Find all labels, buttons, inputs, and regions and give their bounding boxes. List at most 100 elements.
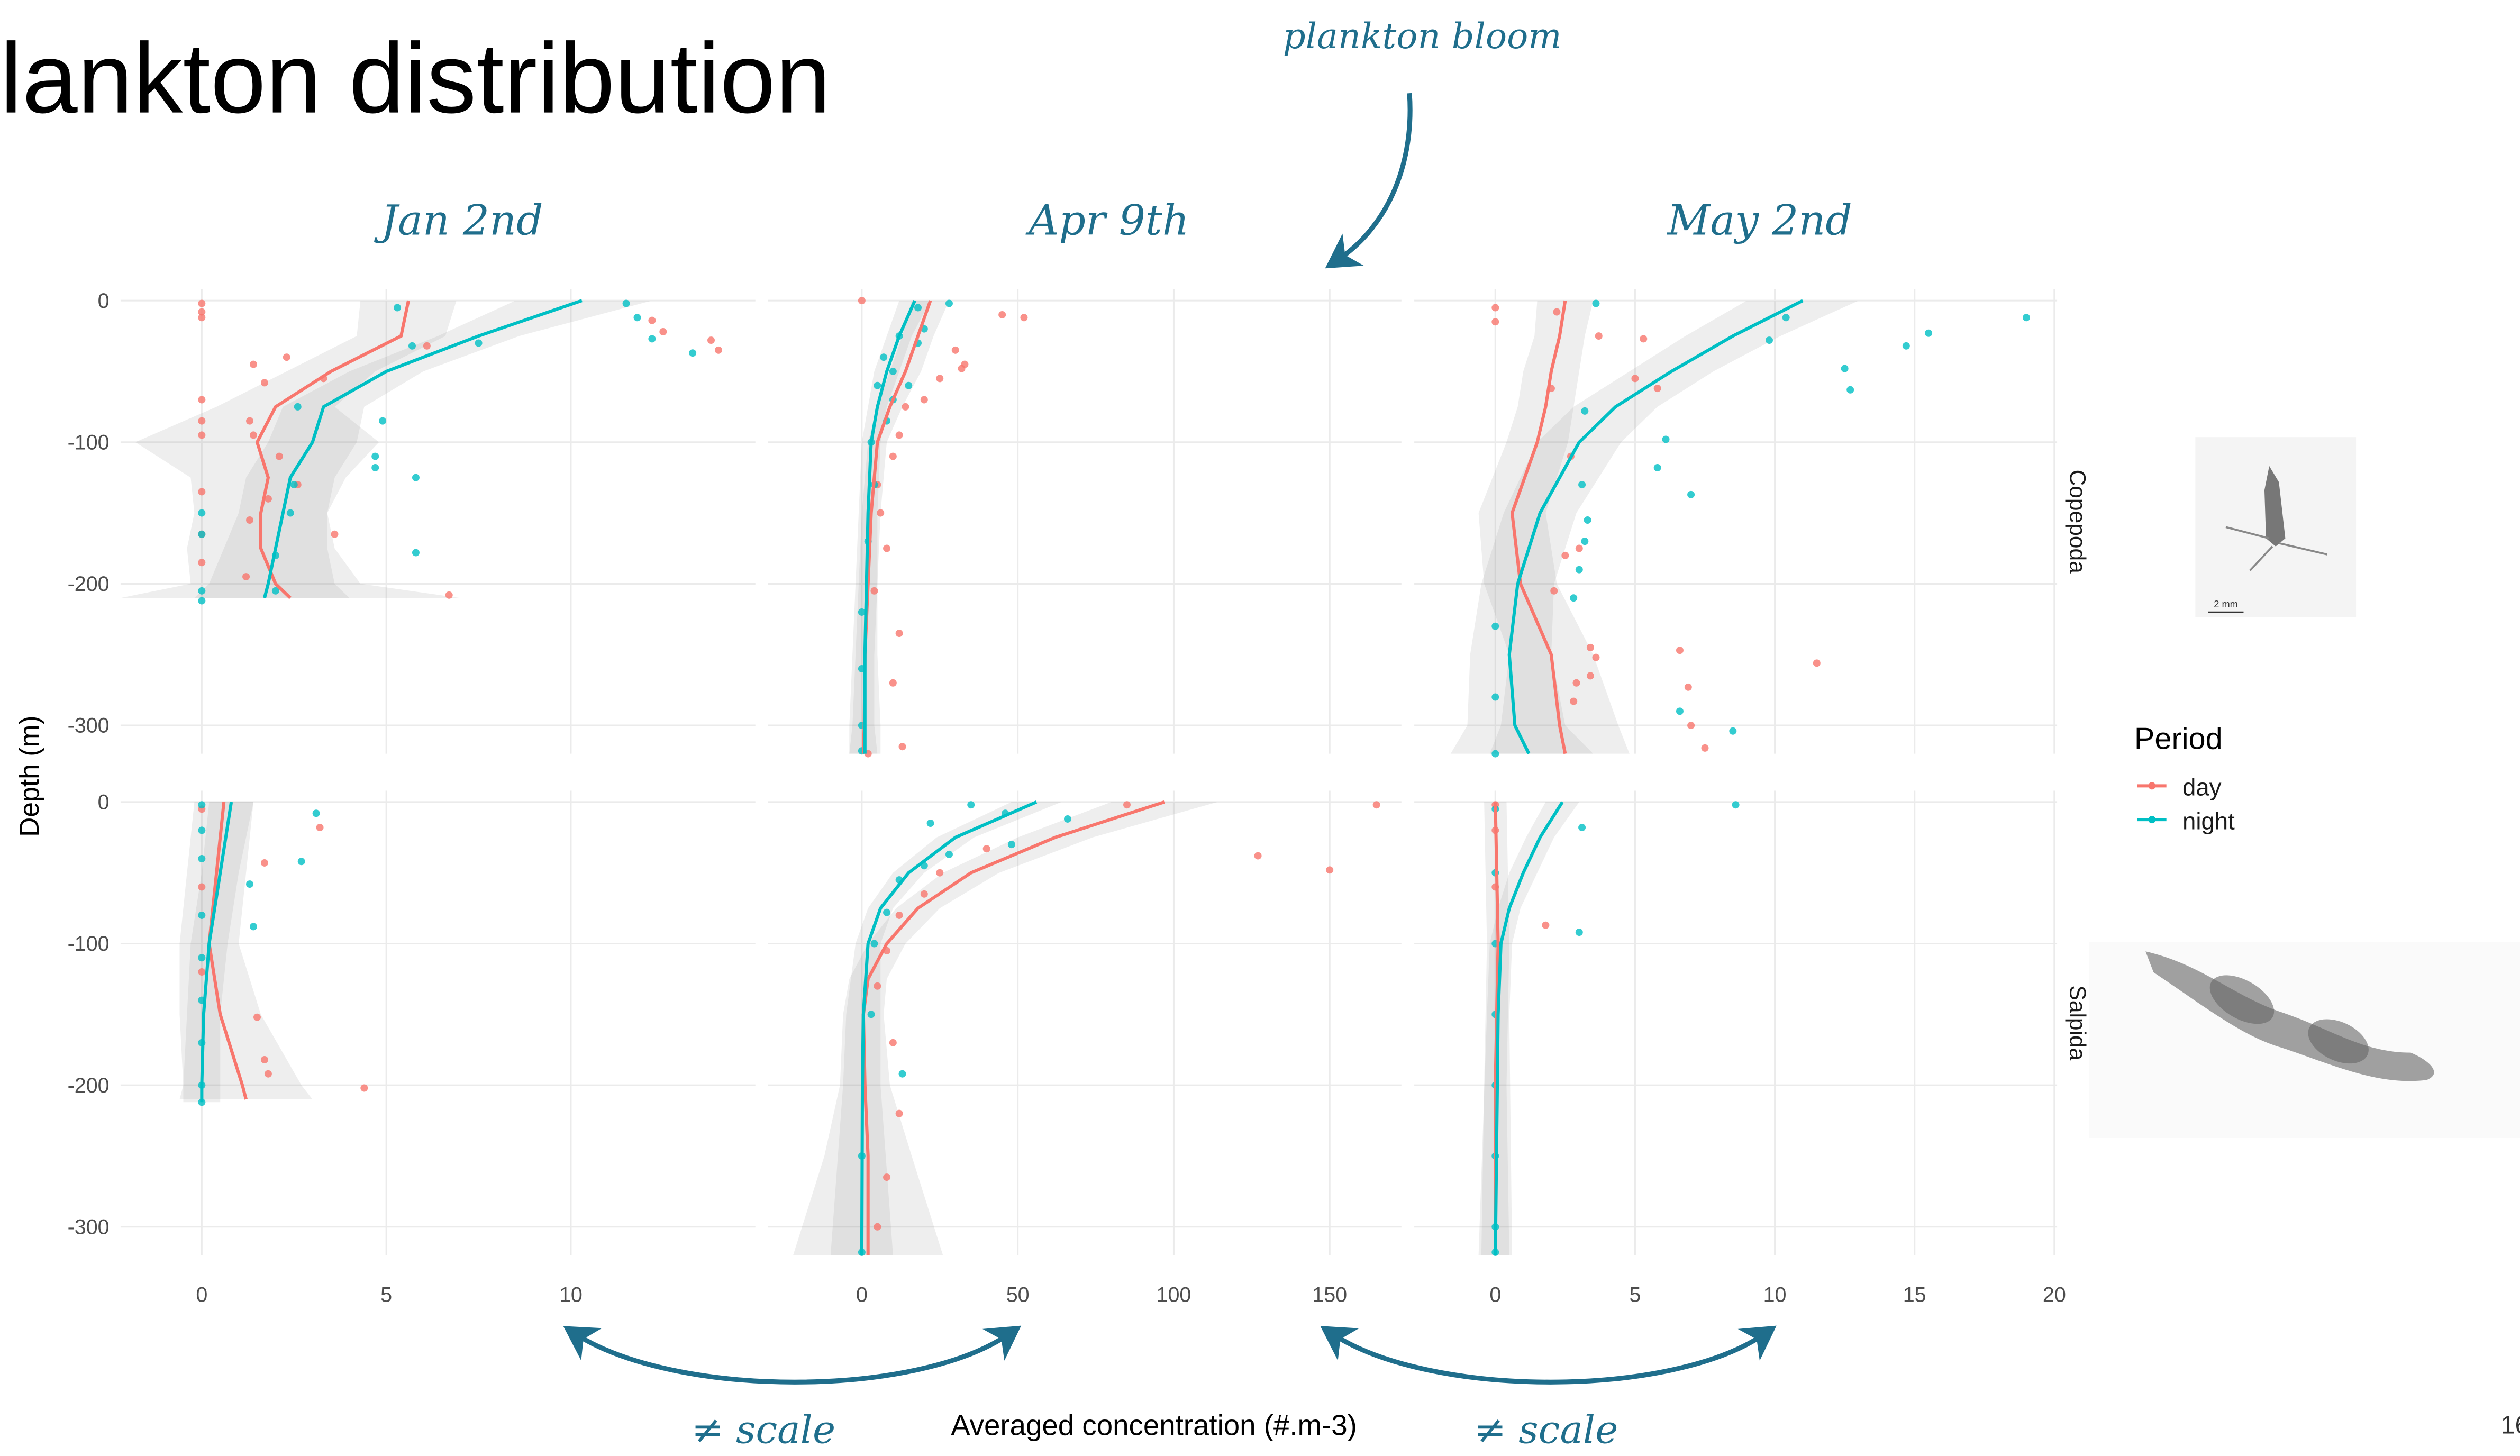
data-point	[898, 1070, 906, 1078]
data-point	[1491, 304, 1499, 312]
y-tick-label: -100	[68, 431, 110, 454]
data-point	[423, 342, 431, 350]
data-point	[920, 396, 928, 404]
data-point	[648, 335, 656, 343]
slide-title: lankton distribution	[0, 23, 831, 134]
confidence-band	[194, 301, 652, 598]
data-point	[198, 587, 206, 595]
x-tick-label: 5	[1629, 1283, 1641, 1306]
data-point	[926, 820, 934, 827]
data-point	[250, 923, 258, 931]
data-point	[895, 911, 903, 919]
data-point	[1662, 435, 1670, 443]
data-point	[1372, 801, 1380, 809]
data-point	[945, 850, 953, 858]
x-tick-label: 50	[1006, 1283, 1030, 1306]
data-point	[1595, 332, 1603, 340]
data-point	[1586, 643, 1594, 651]
data-point	[895, 630, 903, 638]
data-point	[870, 587, 878, 595]
data-point	[198, 559, 206, 567]
data-point	[283, 353, 290, 361]
confidence-band	[179, 802, 313, 1099]
data-point	[1542, 921, 1550, 929]
x-tick-label: 0	[1489, 1283, 1501, 1306]
data-point	[1553, 308, 1561, 316]
data-point	[1550, 587, 1558, 595]
data-point	[1640, 335, 1648, 343]
data-point	[198, 488, 206, 496]
arrow	[1320, 1325, 1777, 1385]
confidence-band	[849, 301, 949, 754]
data-point	[1586, 672, 1594, 680]
data-point	[714, 346, 722, 354]
trend-line	[263, 299, 583, 598]
confidence-band	[183, 802, 254, 1103]
data-point	[1732, 801, 1740, 809]
data-point	[622, 299, 630, 307]
data-point	[1701, 744, 1709, 752]
data-point	[895, 1109, 903, 1117]
data-point	[905, 381, 913, 389]
arrow	[1325, 93, 1413, 269]
facet-label: Apr 9th	[1025, 196, 1189, 244]
data-point	[1684, 683, 1692, 691]
data-point	[1687, 490, 1695, 498]
arrow	[563, 1325, 1022, 1385]
data-point	[889, 367, 897, 375]
data-point	[958, 365, 966, 372]
data-point	[198, 308, 206, 316]
x-tick-label: 10	[559, 1283, 583, 1306]
data-point	[198, 314, 206, 322]
data-point	[475, 339, 483, 347]
trend-line	[1510, 300, 1567, 754]
data-point	[316, 824, 324, 832]
salp-image	[2089, 941, 2520, 1138]
y-tick-label: 0	[98, 791, 110, 814]
data-point	[1925, 329, 1933, 337]
data-point	[867, 1011, 875, 1018]
facet-label: Jan 2nd	[374, 196, 543, 244]
data-point	[1584, 516, 1591, 524]
data-point	[198, 826, 206, 834]
data-point	[250, 360, 258, 368]
data-point	[198, 299, 206, 307]
data-point	[1578, 481, 1586, 489]
row-strip-label: Salpida	[2064, 985, 2089, 1060]
data-point	[198, 968, 206, 976]
data-point	[1491, 693, 1499, 701]
data-point	[198, 417, 206, 425]
data-point	[198, 597, 206, 605]
data-point	[945, 299, 953, 307]
data-point	[936, 375, 944, 383]
data-point	[198, 911, 206, 919]
data-point	[1326, 866, 1334, 874]
data-point	[246, 516, 254, 524]
data-point	[982, 845, 990, 853]
data-point	[294, 403, 302, 411]
data-point	[198, 801, 206, 809]
data-point	[1575, 544, 1583, 552]
data-point	[902, 403, 909, 411]
data-point	[1570, 697, 1578, 705]
data-point	[1578, 824, 1586, 832]
data-point	[1254, 852, 1262, 860]
data-point	[1687, 722, 1695, 730]
data-point	[1020, 314, 1028, 322]
data-point	[1902, 342, 1910, 350]
y-tick-label: -200	[68, 572, 110, 596]
data-point	[246, 880, 254, 888]
data-point	[880, 353, 888, 361]
data-point	[290, 481, 298, 489]
data-point	[198, 954, 206, 962]
data-point	[297, 858, 305, 866]
data-point	[264, 1070, 272, 1078]
confidence-band	[120, 301, 460, 598]
data-point	[1653, 463, 1661, 471]
data-point	[198, 530, 206, 538]
data-point	[889, 1039, 897, 1046]
data-point	[920, 890, 928, 898]
data-point	[394, 304, 402, 312]
data-point	[2023, 314, 2030, 322]
